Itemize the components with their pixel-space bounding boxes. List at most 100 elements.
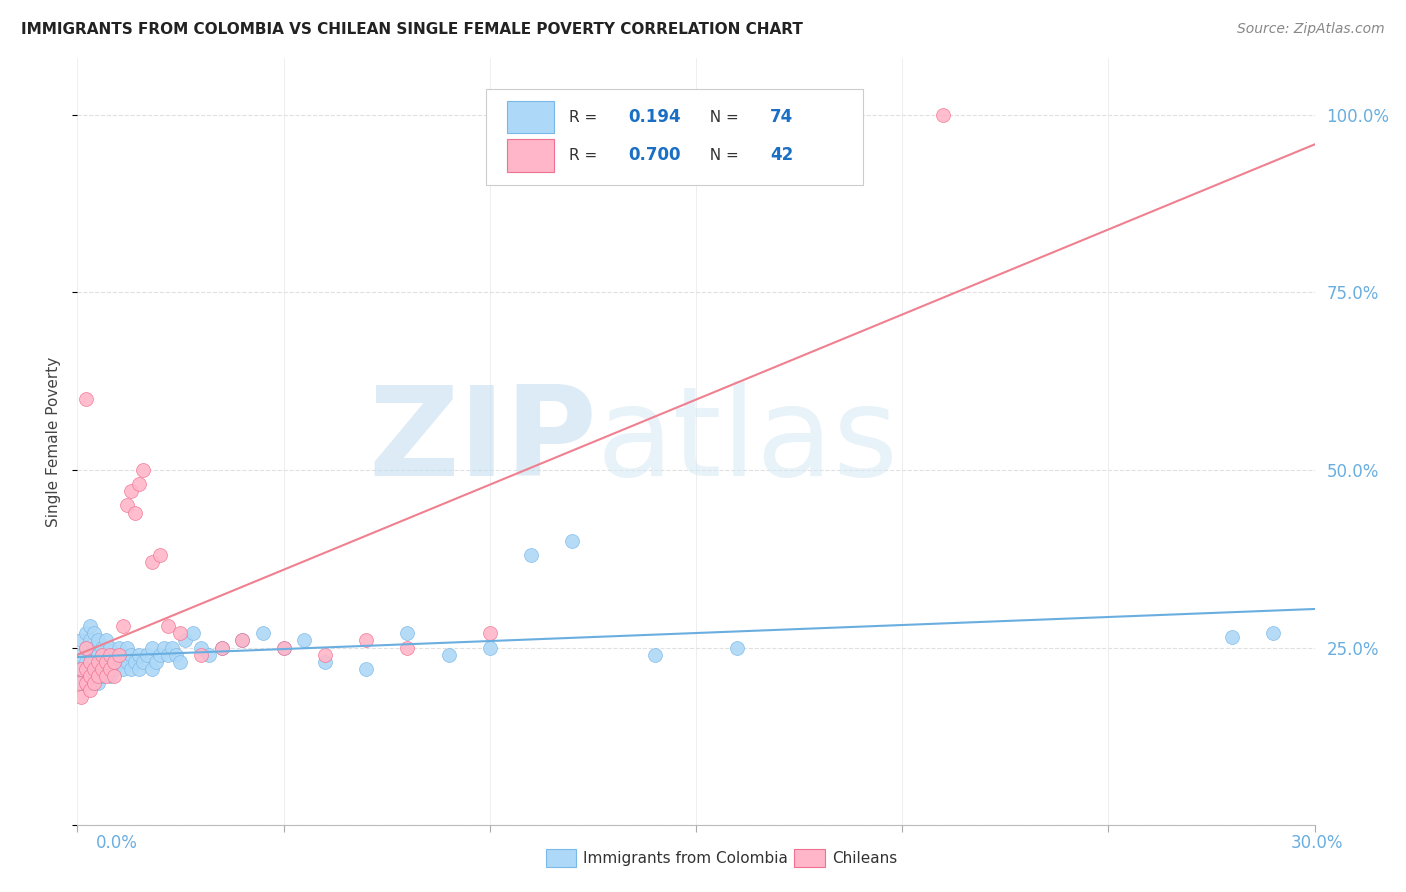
Text: N =: N = <box>700 148 744 163</box>
Point <box>115 655 138 669</box>
Point <box>83 662 105 676</box>
Point <box>169 655 191 669</box>
Text: 42: 42 <box>770 146 793 164</box>
Point <box>149 648 172 662</box>
Point <box>124 655 146 669</box>
Point <box>1220 630 1243 644</box>
Point <box>145 655 167 669</box>
Text: Source: ZipAtlas.com: Source: ZipAtlas.com <box>1237 22 1385 37</box>
Point <box>396 626 419 640</box>
Point <box>396 640 419 655</box>
Text: Immigrants from Colombia: Immigrants from Colombia <box>583 851 789 865</box>
Text: IMMIGRANTS FROM COLOMBIA VS CHILEAN SINGLE FEMALE POVERTY CORRELATION CHART: IMMIGRANTS FROM COLOMBIA VS CHILEAN SING… <box>21 22 803 37</box>
Point <box>83 626 105 640</box>
Point <box>96 669 118 683</box>
Point <box>107 640 129 655</box>
Point <box>96 648 118 662</box>
Point <box>273 640 295 655</box>
Point <box>103 648 125 662</box>
Point <box>83 640 105 655</box>
Point <box>98 662 121 676</box>
Point <box>190 640 212 655</box>
Point <box>314 648 336 662</box>
Point <box>478 640 501 655</box>
Point <box>141 662 163 676</box>
Point <box>292 633 315 648</box>
Text: Chileans: Chileans <box>832 851 897 865</box>
Point <box>165 648 187 662</box>
Point <box>478 626 501 640</box>
Point <box>70 662 93 676</box>
Text: 0.700: 0.700 <box>628 146 681 164</box>
Point <box>70 690 93 705</box>
Point <box>111 648 134 662</box>
Point <box>132 463 155 477</box>
Point <box>87 676 110 690</box>
Point <box>67 662 90 676</box>
Point <box>520 548 543 562</box>
Point <box>98 648 121 662</box>
Point <box>169 626 191 640</box>
Point <box>79 619 101 633</box>
Point <box>91 669 114 683</box>
Point <box>103 669 125 683</box>
Point <box>115 640 138 655</box>
Point <box>128 477 150 491</box>
Text: R =: R = <box>568 110 602 125</box>
Point <box>75 676 97 690</box>
Text: N =: N = <box>700 110 744 125</box>
Point <box>120 662 142 676</box>
Point <box>120 484 142 499</box>
Text: 74: 74 <box>770 108 793 126</box>
FancyBboxPatch shape <box>485 88 863 185</box>
Point <box>273 640 295 655</box>
Text: 0.194: 0.194 <box>628 108 681 126</box>
Point <box>91 662 114 676</box>
Point <box>87 662 110 676</box>
Text: R =: R = <box>568 148 602 163</box>
FancyBboxPatch shape <box>506 139 554 171</box>
Point <box>141 640 163 655</box>
Point <box>70 676 93 690</box>
Point <box>79 633 101 648</box>
Point <box>115 499 138 513</box>
Point <box>725 640 748 655</box>
Point <box>107 655 129 669</box>
Y-axis label: Single Female Poverty: Single Female Poverty <box>46 357 62 526</box>
Point <box>79 648 101 662</box>
Point <box>98 669 121 683</box>
Point <box>83 676 105 690</box>
Text: 0.0%: 0.0% <box>96 834 138 852</box>
Text: atlas: atlas <box>598 381 898 502</box>
Point <box>124 506 146 520</box>
Point <box>211 640 233 655</box>
Point <box>107 648 129 662</box>
Point <box>160 640 183 655</box>
Text: 30.0%: 30.0% <box>1291 834 1343 852</box>
Point <box>153 640 176 655</box>
Point <box>120 648 142 662</box>
Point <box>103 655 125 669</box>
Point <box>96 662 118 676</box>
Point <box>67 676 90 690</box>
FancyBboxPatch shape <box>506 101 554 133</box>
Point <box>132 655 155 669</box>
Point <box>70 648 93 662</box>
Point <box>79 662 101 676</box>
Point <box>173 633 195 648</box>
Point <box>314 655 336 669</box>
Point <box>79 676 101 690</box>
Point <box>561 533 583 548</box>
Point <box>231 633 253 648</box>
Point <box>83 669 105 683</box>
Point <box>96 633 118 648</box>
Point <box>87 669 110 683</box>
Point <box>91 655 114 669</box>
Point <box>70 633 93 648</box>
Point <box>128 662 150 676</box>
Point <box>91 648 114 662</box>
Point <box>354 633 377 648</box>
Text: ZIP: ZIP <box>368 381 598 502</box>
Point <box>75 392 97 406</box>
Point <box>103 662 125 676</box>
